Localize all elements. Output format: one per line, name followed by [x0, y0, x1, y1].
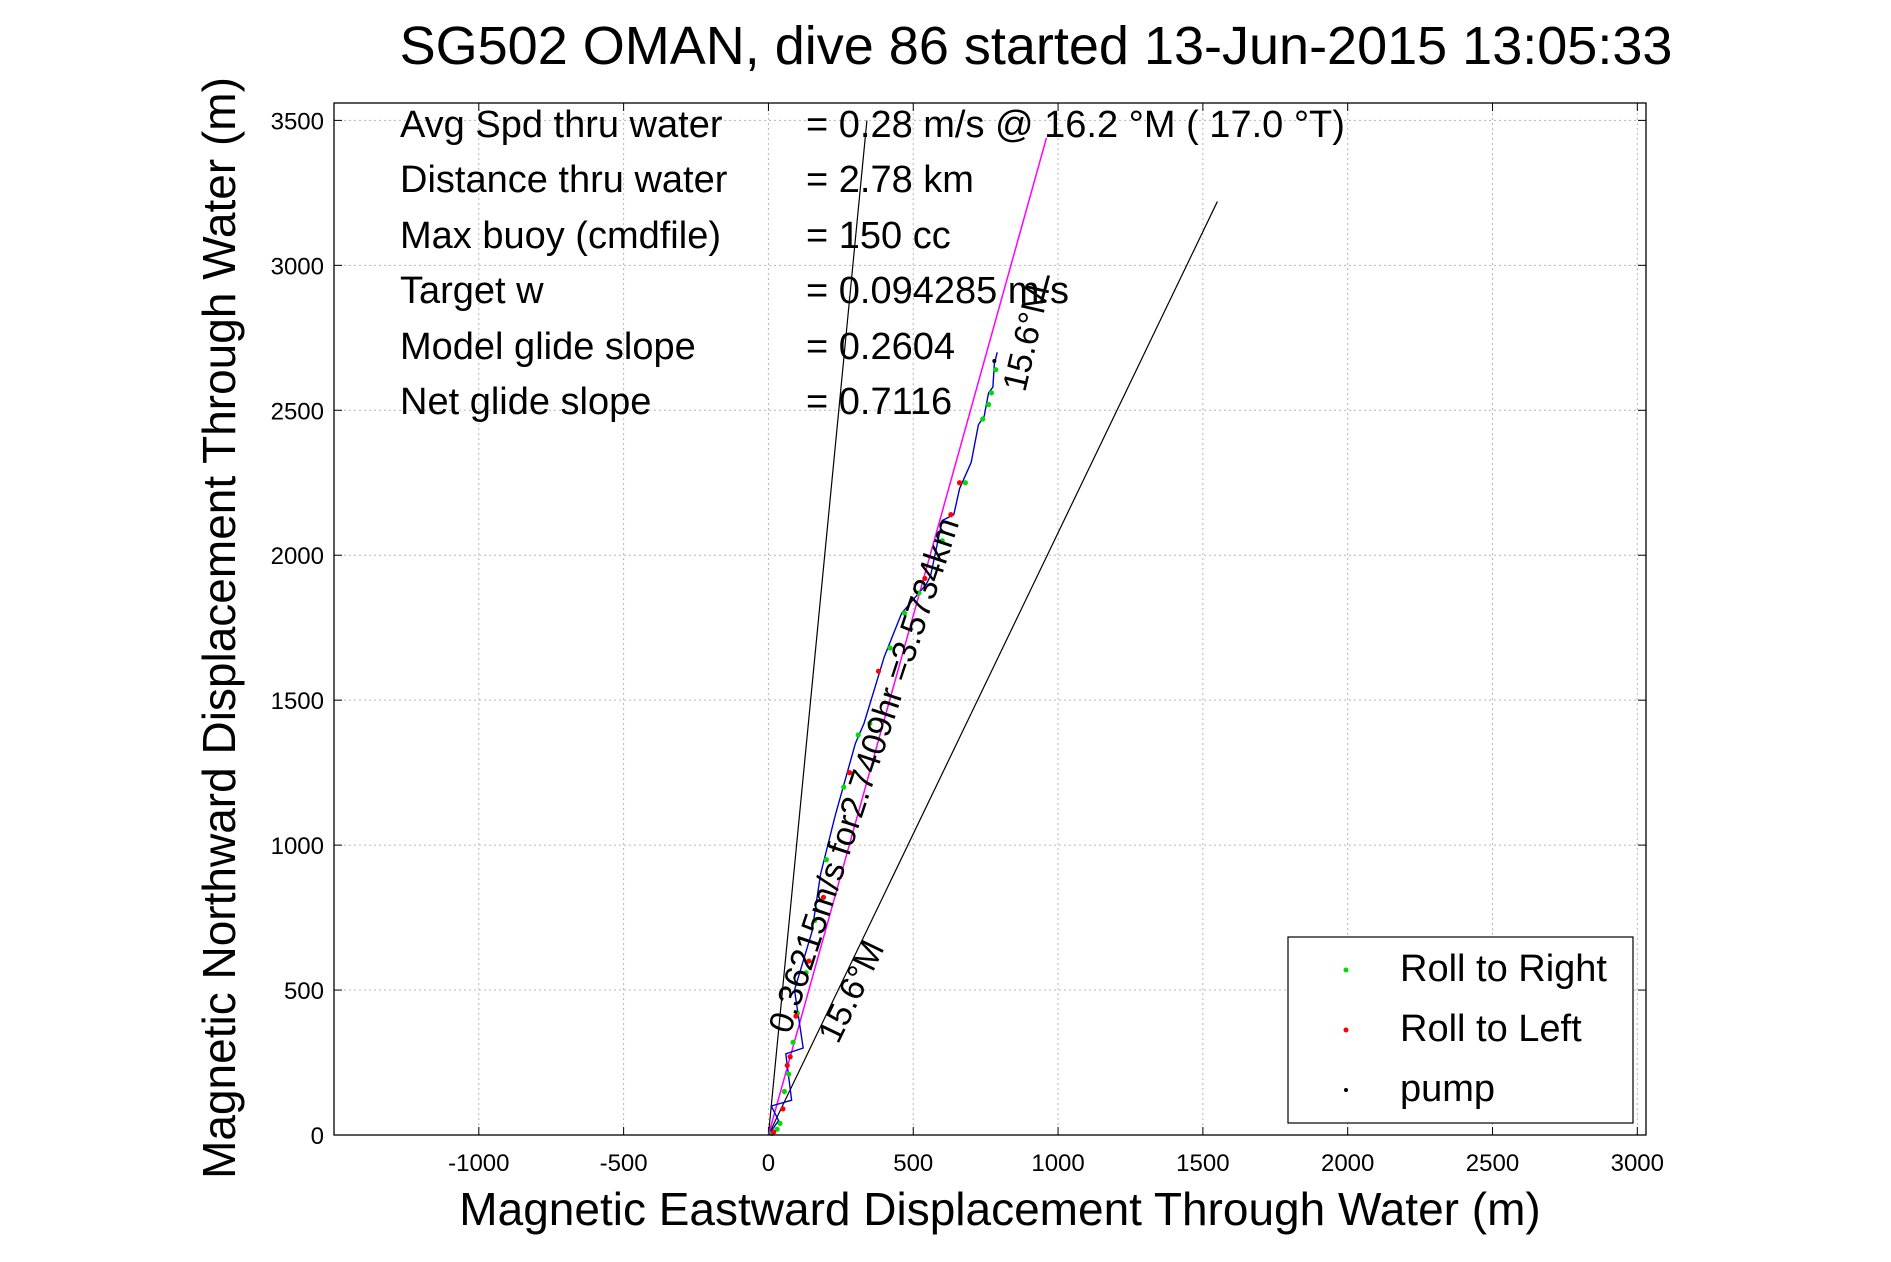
roll-right-point [774, 1126, 780, 1132]
roll-right-point [887, 645, 893, 651]
stat-label-net-glide-slope: Net glide slope [400, 381, 651, 423]
y-axis-label: Magnetic Northward Displacement Through … [193, 77, 245, 1179]
roll-right-point [988, 390, 995, 396]
roll-right-point [980, 416, 986, 422]
stats-block: Avg Spd thru water = 0.28 m/s @ 16.2 °M … [400, 104, 1345, 423]
axis-ticks: -1000 -500 0 500 1000 1500 2000 2500 3000 0 500 100… [271, 103, 1664, 1177]
roll-right-point [939, 538, 945, 544]
plot-frame [333, 102, 1647, 1136]
legend-marker-pump [1344, 1088, 1348, 1092]
roll-right-point [855, 732, 861, 738]
legend: Roll to Right Roll to Left pump [1287, 936, 1634, 1124]
stat-value-max-buoy: = 150 cc [806, 215, 951, 257]
grid-lines [334, 103, 1646, 1136]
y-tick-label: 2500 [271, 398, 324, 425]
legend-marker-roll-left [1343, 1027, 1349, 1033]
roll-left-point [784, 1062, 790, 1069]
roll-right-point [916, 590, 922, 596]
reference-lines [767, 120, 1218, 1136]
roll-left-point [922, 575, 928, 582]
pump-point [992, 359, 997, 363]
stat-label-distance: Distance thru water [400, 159, 728, 201]
stat-label-model-glide-slope: Model glide slope [400, 326, 696, 368]
roll-right-point [993, 367, 999, 373]
roll-right-point [777, 1120, 783, 1127]
roll-right-point [786, 1071, 792, 1077]
x-tick-label: 1500 [1176, 1150, 1229, 1177]
roll-left-point [793, 1013, 799, 1019]
chart-title: SG502 OMAN, dive 86 started 13-Jun-2015 … [400, 16, 1673, 76]
legend-label-pump: pump [1400, 1068, 1495, 1110]
roll-right-point [781, 1088, 787, 1095]
stat-value-net-glide-slope: = 0.7116 [806, 381, 952, 423]
roll-left-point [820, 894, 827, 900]
roll-left-point [771, 1129, 777, 1135]
roll-left-point [787, 1054, 793, 1060]
x-tick-label: 2500 [1466, 1150, 1519, 1177]
roll-left-point [875, 668, 882, 674]
x-tick-label: 3000 [1611, 1150, 1664, 1177]
stat-value-distance: = 2.78 km [806, 159, 974, 201]
roll-right-point [823, 857, 829, 863]
roll-left-point [846, 770, 853, 776]
x-tick-label: -500 [600, 1150, 648, 1177]
stat-label-avg-speed: Avg Spd thru water [400, 104, 723, 146]
roll-right-point [901, 610, 908, 616]
x-tick-label: 0 [762, 1150, 775, 1177]
y-tick-label: 1500 [271, 688, 324, 715]
roll-right-point [867, 720, 873, 726]
roll-right-point [985, 401, 992, 408]
x-axis-label: Magnetic Eastward Displacement Through W… [459, 1183, 1540, 1235]
stat-value-target-w: = 0.094285 m/s [806, 270, 1069, 312]
x-tick-label: 500 [893, 1150, 933, 1177]
current-vector-line [767, 137, 1048, 1136]
stat-label-max-buoy: Max buoy (cmdfile) [400, 215, 721, 257]
roll-right-point [812, 917, 818, 924]
y-tick-label: 0 [311, 1123, 324, 1150]
roll-right-point [841, 784, 847, 790]
roll-right-point [962, 480, 968, 486]
y-tick-label: 500 [284, 978, 324, 1005]
heading-reference-line [767, 201, 1218, 1136]
roll-left-point [780, 1106, 786, 1112]
y-tick-label: 1000 [271, 833, 324, 860]
roll-left-point [806, 958, 812, 964]
legend-marker-roll-right [1343, 967, 1349, 973]
roll-left-point [948, 512, 954, 518]
x-tick-label: 2000 [1321, 1150, 1374, 1177]
y-tick-label: 2000 [271, 543, 324, 570]
y-tick-label: 3000 [271, 253, 324, 280]
stat-value-avg-speed: = 0.28 m/s @ 16.2 °M ( 17.0 °T) [806, 104, 1345, 146]
roll-right-point [790, 1039, 796, 1045]
stat-value-model-glide-slope: = 0.2604 [806, 326, 955, 368]
x-tick-label: 1000 [1031, 1150, 1084, 1177]
roll-right-point [803, 970, 809, 976]
legend-label-roll-right: Roll to Right [1400, 948, 1607, 990]
heading-reference-line [767, 120, 868, 1136]
y-tick-label: 3500 [271, 108, 324, 135]
legend-label-roll-left: Roll to Left [1400, 1008, 1582, 1050]
roll-left-point [956, 480, 963, 486]
roll-points-layer [769, 359, 999, 1137]
x-tick-label: -1000 [448, 1150, 509, 1177]
stat-label-target-w: Target w [400, 270, 544, 312]
